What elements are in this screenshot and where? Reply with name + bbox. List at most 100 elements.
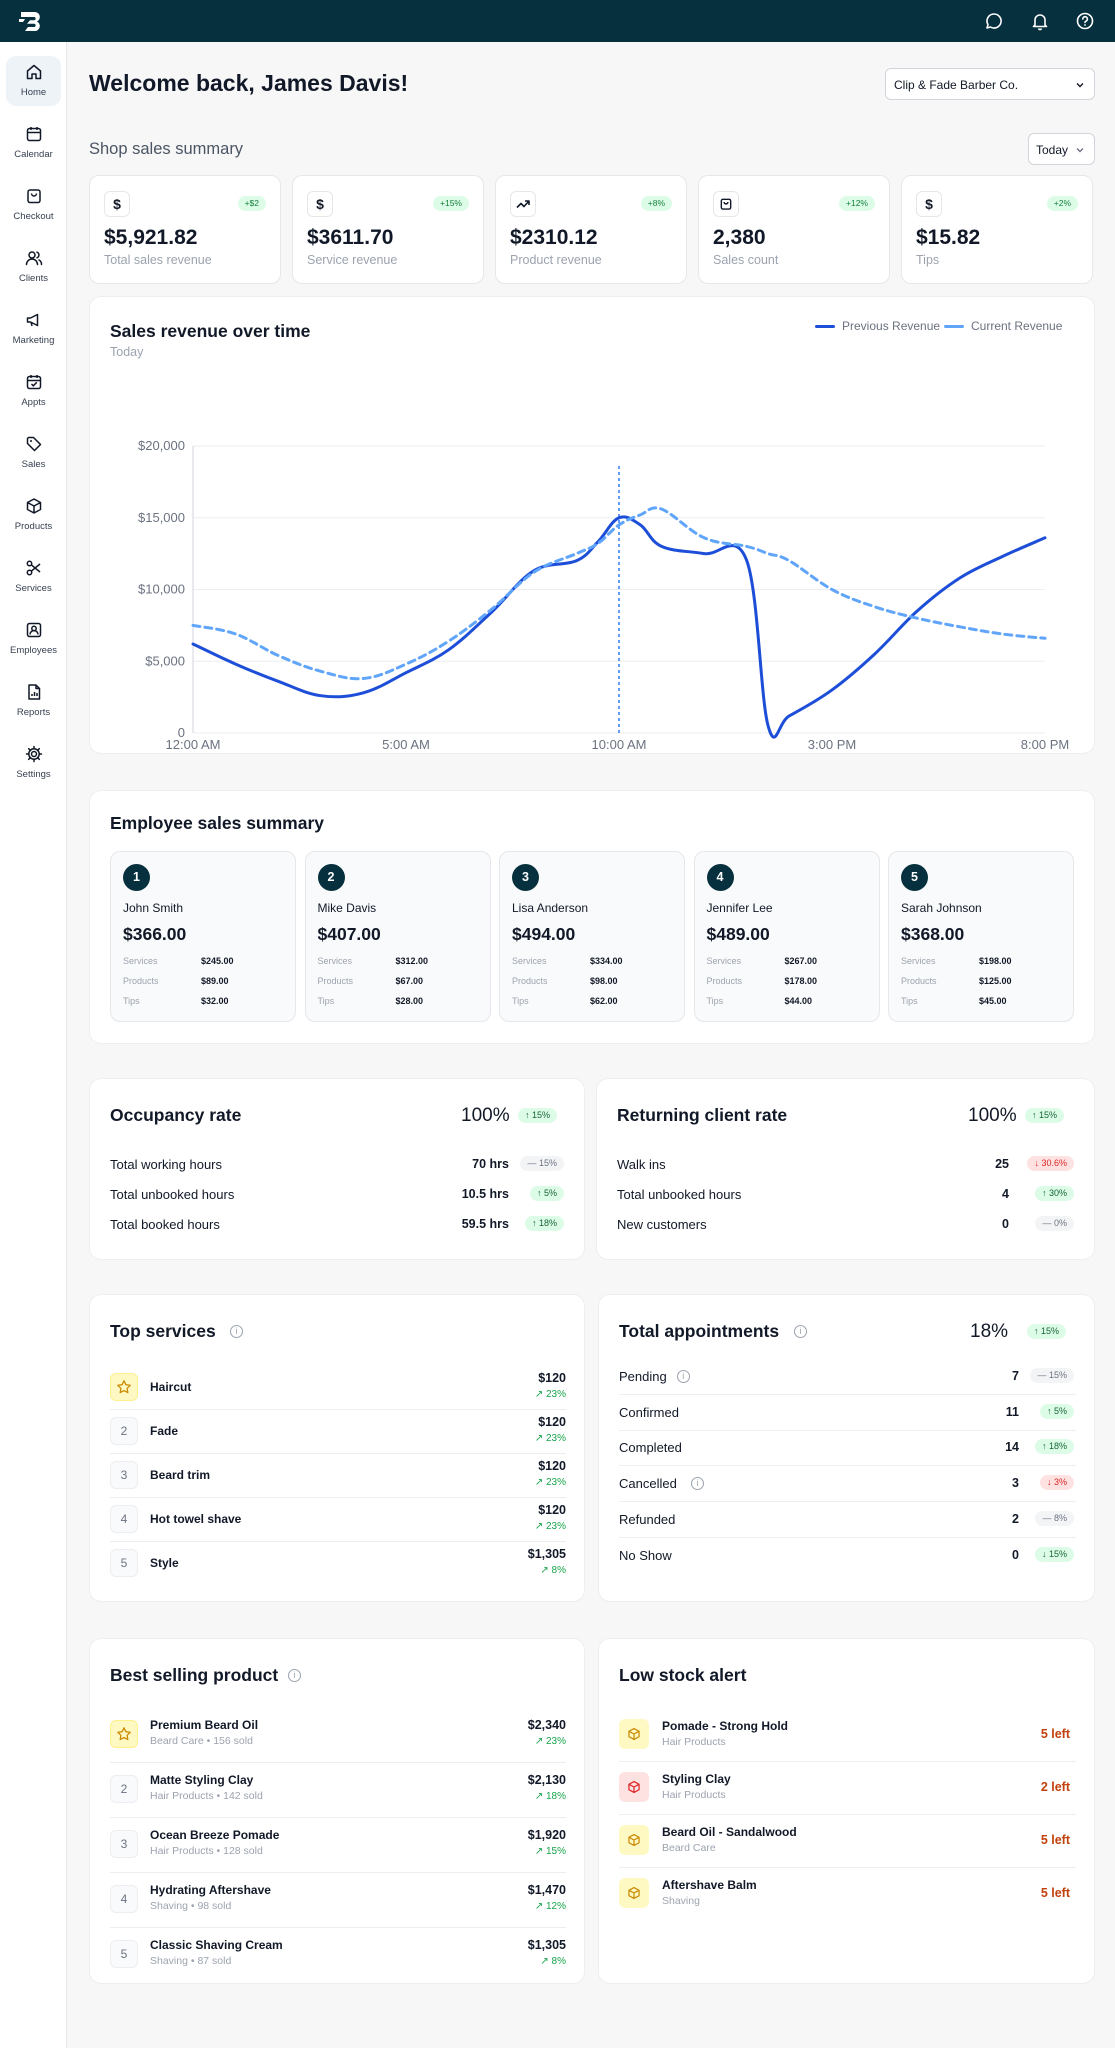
product-revenue: $2,340 [527, 1718, 566, 1732]
appointments-change-badge: ↑ 15% [1027, 1324, 1067, 1339]
employee-services-row: Services $312.00 [318, 956, 468, 966]
employee-name: Jennifer Lee [706, 901, 773, 915]
employee-tips-value: $45.00 [979, 996, 1007, 1006]
product-row[interactable]: 2 Matte Styling Clay Hair Products • 142 s… [90, 1766, 586, 1814]
employee-tips-row: Tips $62.00 [512, 996, 662, 1006]
shop-select[interactable]: Clip & Fade Barber Co. [885, 68, 1095, 100]
sidebar-item-sales[interactable]: Sales [6, 428, 61, 478]
employee-card[interactable]: 3 Lisa Anderson $494.00 Services $334.00 Prod… [499, 851, 685, 1022]
appointment-change-badge: ↑ 5% [1039, 1403, 1074, 1419]
info-icon[interactable]: i [690, 1477, 704, 1491]
appointment-change-badge: ↑ 18% [1034, 1439, 1074, 1455]
chat-icon[interactable] [984, 11, 1004, 31]
kpi-change-badge: +2% [1046, 196, 1078, 211]
low-stock-row[interactable]: Beard Oil - Sandalwood Beard Care 5 left [599, 1817, 1096, 1863]
gear-icon [25, 745, 43, 763]
appointment-change-badge: — 15% [1030, 1368, 1074, 1383]
service-rank: 5 [110, 1549, 138, 1577]
employee-products-label: Products [901, 976, 937, 986]
bell-icon[interactable] [1030, 11, 1050, 31]
sidebar-item-employees[interactable]: Employees [6, 614, 61, 664]
employee-card[interactable]: 2 Mike Davis $407.00 Services $312.00 Product… [304, 851, 491, 1022]
low-stock-row[interactable]: Styling Clay Hair Products 2 left [599, 1764, 1096, 1810]
employee-services-value: $198.00 [979, 956, 1012, 966]
service-row[interactable]: 3 Beard trim $120 ↗ 23% [90, 1455, 586, 1495]
product-rank: 5 [110, 1940, 138, 1968]
service-rank: 4 [110, 1505, 138, 1533]
y-tick-label: $5,000 [145, 653, 185, 668]
employee-card[interactable]: 4 Jennifer Lee $489.00 Services $267.00 Produ… [693, 851, 880, 1022]
appointment-count: 14 [1005, 1440, 1019, 1455]
kpi-card-product-revenue: +8% $2310.12 Product revenue [495, 175, 687, 284]
x-tick-label: 10:00 AM [592, 737, 647, 752]
kpi-label: Service revenue [307, 253, 398, 267]
product-row[interactable]: 4 Hydrating Aftershave Shaving • 98 sold $1… [90, 1876, 586, 1924]
employee-total: $407.00 [317, 924, 381, 944]
employee-tips-label: Tips [123, 996, 140, 1006]
returning-row-value: 25 [995, 1157, 1009, 1171]
period-select[interactable]: Today [1028, 133, 1095, 165]
employee-rank-badge: 4 [706, 864, 734, 891]
occupancy-card: Occupancy rate 100% ↑ 15% Total working … [89, 1078, 585, 1260]
service-row[interactable]: 2 Fade $120 ↗ 23% [90, 1411, 586, 1451]
low-stock-card: Low stock alert Pomade - Strong Hold Hair… [598, 1638, 1095, 1984]
help-icon[interactable] [1075, 11, 1095, 31]
x-tick-label: 8:00 PM [1021, 737, 1069, 752]
low-stock-row[interactable]: Pomade - Strong Hold Hair Products 5 left [599, 1711, 1096, 1757]
low-stock-row[interactable]: Aftershave Balm Shaving 5 left [599, 1870, 1096, 1916]
info-icon[interactable]: i [230, 1325, 243, 1338]
appointment-count: 2 [1012, 1511, 1019, 1526]
sidebar-item-calendar[interactable]: Calendar [6, 118, 61, 168]
appointment-status-label: Pending [619, 1369, 667, 1384]
sidebar-item-home[interactable]: Home [6, 56, 61, 106]
info-icon[interactable]: i [676, 1370, 690, 1383]
brand-logo[interactable] [18, 10, 44, 32]
product-row[interactable]: 5 Classic Shaving Cream Shaving • 87 sold $… [90, 1931, 586, 1979]
service-trend: ↗ 23% [534, 1477, 566, 1488]
employee-tips-value: $44.00 [784, 996, 813, 1006]
product-meta: Beard Care • 156 sold [150, 1735, 253, 1747]
employee-products-label: Products [512, 976, 548, 986]
kpi-value: $3611.70 [307, 226, 394, 249]
kpi-value: $15.82 [916, 226, 981, 249]
revenue-line-chart[interactable]: 0 $5,000 $10,000 $15,000 $20,000 12:00 AM 5:00… [90, 297, 1096, 755]
occupancy-row-badge: ↑ 5% [529, 1186, 564, 1201]
row-divider [619, 1501, 1076, 1503]
star-icon [110, 1373, 138, 1401]
sidebar-item-checkout[interactable]: Checkout [6, 180, 61, 230]
sidebar-item-appts[interactable]: Appts [6, 366, 61, 416]
kpi-change-badge: +15% [433, 196, 469, 211]
employee-products-row: Products $125.00 [901, 976, 1051, 986]
returning-row-label: Total unbooked hours [617, 1187, 742, 1202]
appointment-count: 0 [1012, 1547, 1019, 1562]
sidebar-item-label: Reports [16, 707, 51, 718]
employee-tips-value: $62.00 [590, 996, 618, 1006]
employee-sales-card: Employee sales summary 1 John Smith $366.0… [89, 790, 1095, 1044]
returning-row-badge: ↓ 30.6% [1027, 1156, 1074, 1171]
sidebar-item-reports[interactable]: Reports [6, 676, 61, 726]
sidebar-item-clients[interactable]: Clients [6, 242, 61, 292]
service-row[interactable]: Haircut $120 ↗ 23% [90, 1367, 586, 1407]
employee-services-value: $334.00 [590, 956, 623, 966]
product-row[interactable]: 3 Ocean Breeze Pomade Hair Products • 128 … [90, 1821, 586, 1869]
low-stock-title: Low stock alert [619, 1665, 747, 1685]
employee-products-value: $89.00 [201, 976, 229, 986]
sidebar-item-services[interactable]: Services [6, 552, 61, 602]
service-trend: ↗ 23% [534, 1521, 566, 1532]
service-row[interactable]: 5 Style $1,305 ↗ 8% [90, 1543, 586, 1583]
product-row[interactable]: Premium Beard Oil Beard Care • 156 sold $2… [90, 1711, 586, 1759]
stock-remaining: 5 left [1040, 1886, 1070, 1900]
sidebar-item-marketing[interactable]: Marketing [6, 304, 61, 354]
sidebar-item-settings[interactable]: Settings [6, 738, 61, 788]
info-icon[interactable]: i [288, 1669, 301, 1682]
employee-card[interactable]: 5 Sarah Johnson $368.00 Services $198.00 Prod… [888, 851, 1074, 1022]
employee-card[interactable]: 1 John Smith $366.00 Services $245.00 Product… [110, 851, 296, 1022]
employee-name: Sarah Johnson [901, 901, 982, 915]
employee-total: $368.00 [901, 924, 965, 944]
service-row[interactable]: 4 Hot towel shave $120 ↗ 23% [90, 1499, 586, 1539]
calendar-icon [26, 127, 42, 142]
current-revenue-line [191, 506, 1047, 681]
sidebar-item-products[interactable]: Products [6, 490, 61, 540]
info-icon[interactable]: i [794, 1325, 807, 1338]
kpi-change-badge: +$2 [237, 196, 266, 211]
